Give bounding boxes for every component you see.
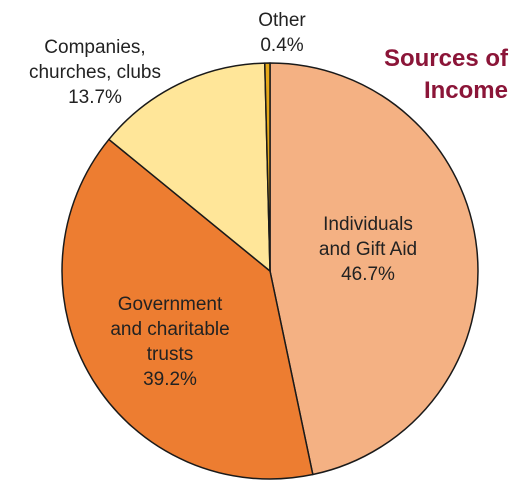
pie-slices [61, 62, 479, 480]
slice-name-line: Government [118, 294, 223, 315]
slice-name-line: and charitable [110, 319, 229, 340]
slice-label: Companies, churches, clubs 13.7% [29, 37, 161, 108]
chart-title-line-2: Income [424, 77, 508, 104]
slice-labels: Individuals and Gift Aid 46.7% Government an… [29, 10, 417, 390]
pie-slice [269, 62, 479, 476]
pie-slice [108, 62, 271, 272]
slice-percent: 13.7% [68, 87, 122, 108]
slice-name-line: Individuals [323, 214, 413, 235]
pie-slice [61, 138, 314, 480]
slice-name-line: churches, clubs [29, 62, 161, 83]
slice-name-line: and Gift Aid [319, 239, 417, 260]
pie-slice [264, 62, 271, 272]
slice-label: Government and charitable trusts 39.2% [110, 294, 229, 390]
chart-title-line-1: Sources of [384, 45, 509, 72]
slice-name-line: Companies, [44, 37, 145, 58]
slice-percent: 0.4% [260, 35, 303, 56]
slice-label: Other 0.4% [258, 10, 306, 56]
slice-name-line: Other [258, 10, 306, 31]
slice-name-line: trusts [147, 344, 193, 365]
slice-percent: 39.2% [143, 369, 197, 390]
slice-percent: 46.7% [341, 264, 395, 285]
slice-label: Individuals and Gift Aid 46.7% [319, 214, 417, 285]
